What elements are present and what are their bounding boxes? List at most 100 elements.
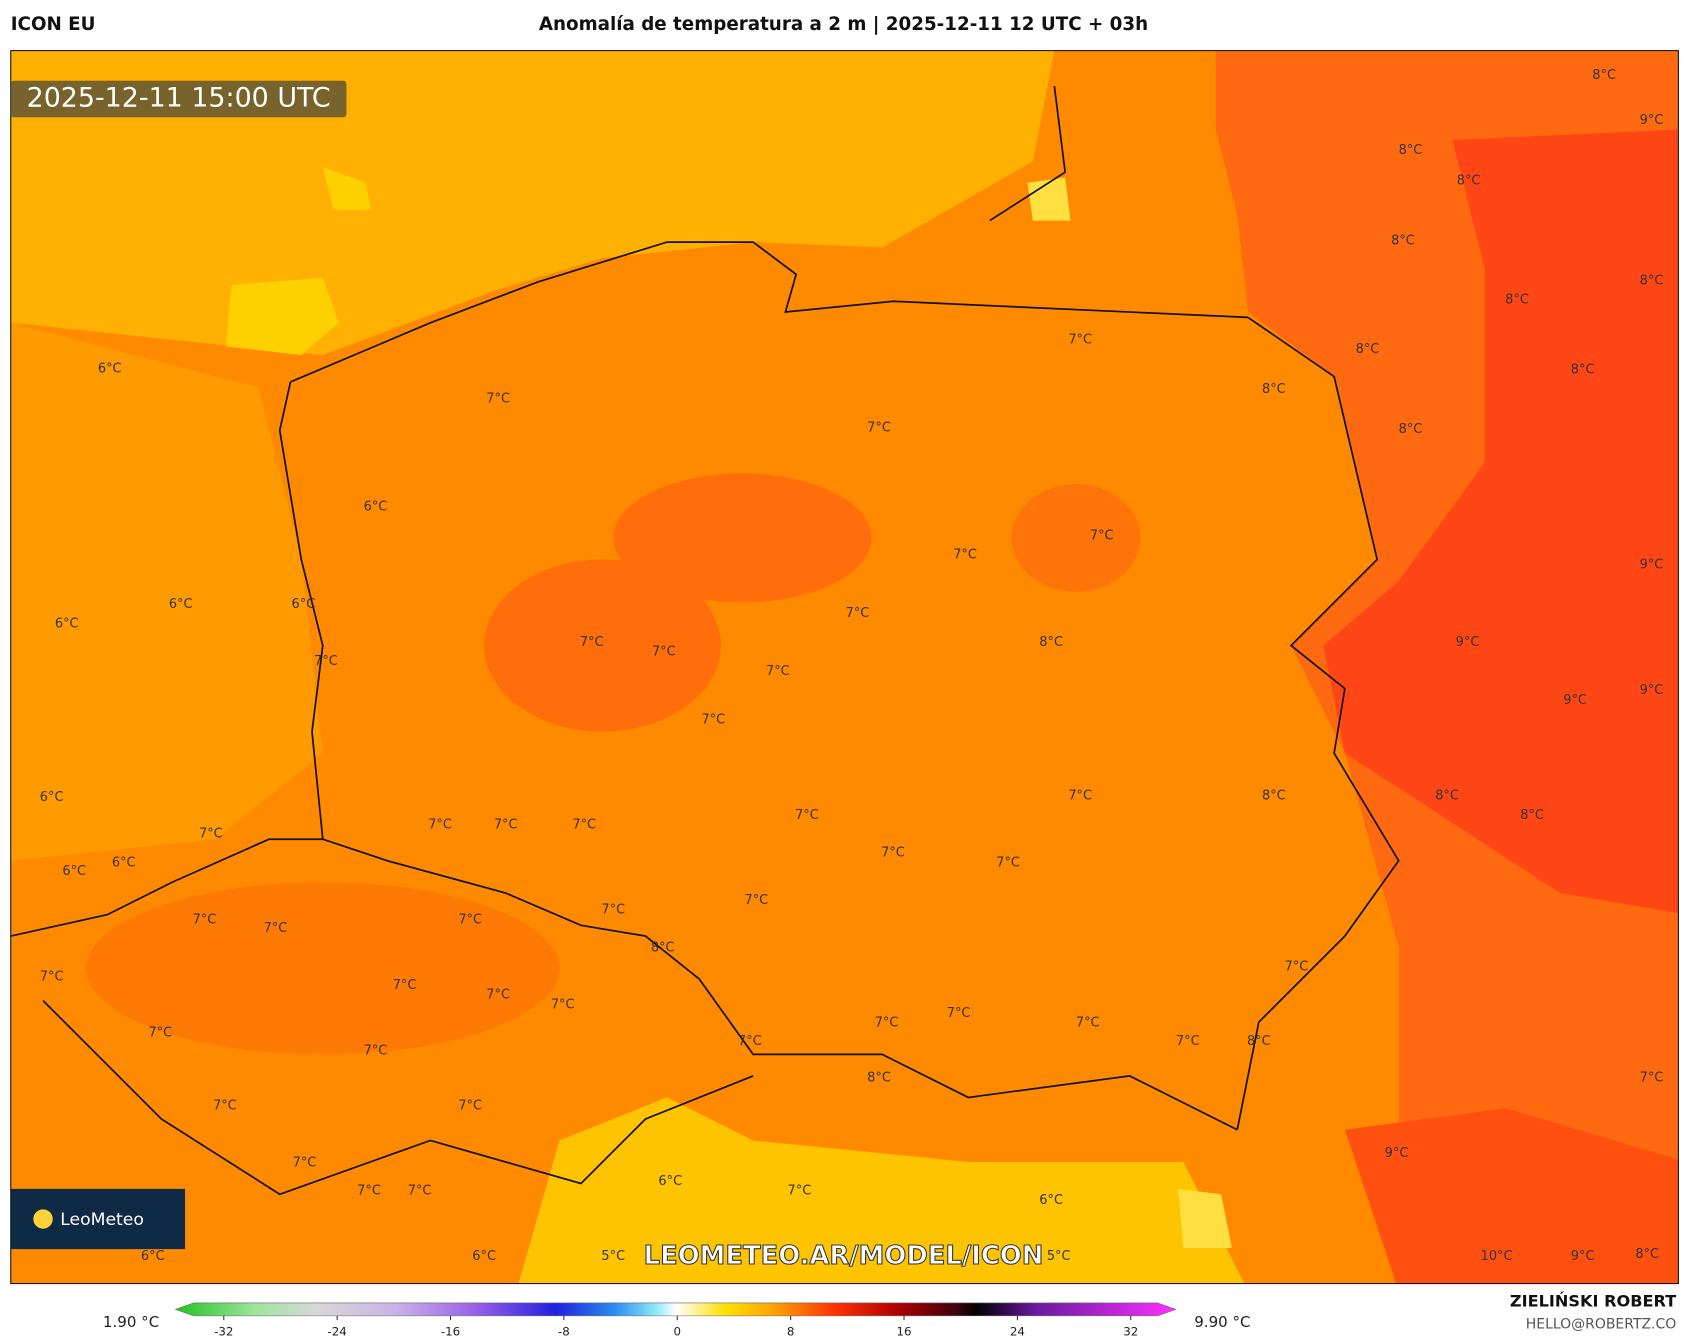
warm-blob <box>86 882 560 1055</box>
temperature-label: 7°C <box>428 818 452 833</box>
cool-blob <box>1178 1188 1232 1249</box>
temperature-label: 5°C <box>601 1249 625 1264</box>
colorbar-tick-label: 16 <box>896 1324 911 1338</box>
temperature-label: 8°C <box>1391 234 1415 249</box>
colorbar-tick-label: 32 <box>1123 1324 1138 1338</box>
temperature-label: 10°C <box>1481 1249 1513 1264</box>
temperature-label: 6°C <box>62 864 86 879</box>
temperature-label: 7°C <box>264 921 288 936</box>
temperature-label: 7°C <box>458 912 482 927</box>
temperature-label: 7°C <box>1090 528 1114 543</box>
temperature-label: 6°C <box>169 597 193 612</box>
temperature-label: 7°C <box>293 1156 317 1171</box>
warm-blob <box>1011 484 1141 592</box>
hot-area <box>1323 129 1679 914</box>
temperature-label: 5°C <box>1047 1249 1071 1264</box>
temperature-label: 6°C <box>55 617 79 632</box>
temperature-label: 9°C <box>1563 693 1587 708</box>
colorbar-tick-label: -8 <box>558 1324 570 1338</box>
temperature-label: 7°C <box>953 548 977 563</box>
map: 6°C 7°C 7°C 8°C 8°C 8°C 8°C 9°C 8°C 8°C 8°C 8°C 8°C 8… <box>10 50 1679 1284</box>
temperature-label: 7°C <box>1076 1016 1100 1031</box>
temperature-label: 7°C <box>601 903 625 918</box>
temperature-label: 9°C <box>1456 635 1480 650</box>
temperature-label: 6°C <box>40 790 64 805</box>
colorbar-tick-label: 24 <box>1010 1324 1025 1338</box>
temperature-label: 7°C <box>357 1184 381 1199</box>
contact: HELLO@ROBERTZ.CO <box>1526 1316 1676 1332</box>
temperature-label: 7°C <box>875 1016 899 1031</box>
temperature-label: 6°C <box>1039 1193 1063 1208</box>
temperature-label: 7°C <box>846 606 870 621</box>
colorbar-min: 1.90 °C <box>103 1313 159 1331</box>
warm-blob <box>484 559 721 732</box>
temperature-label: 7°C <box>494 818 518 833</box>
temperature-label: 7°C <box>738 1034 762 1049</box>
cool-area <box>518 1097 1245 1284</box>
colorbar-tick-label: -24 <box>327 1324 346 1338</box>
temperature-label: 6°C <box>141 1249 165 1264</box>
temperature-label: 7°C <box>1640 1071 1664 1086</box>
temperature-label: 8°C <box>1399 143 1423 158</box>
map-frame <box>10 50 1679 1285</box>
border-line <box>322 838 1238 1131</box>
colorbar-tick-label: 8 <box>787 1324 795 1338</box>
temperature-label: 8°C <box>1399 422 1423 437</box>
temperature-label: 7°C <box>795 808 819 823</box>
border-line <box>1236 316 1400 1130</box>
temperature-label: 7°C <box>701 712 725 727</box>
logo-text: LeoMeteo <box>60 1210 144 1230</box>
temperature-label: 8°C <box>1457 173 1481 188</box>
temperature-label: 8°C <box>1262 382 1286 397</box>
temperature-label: 8°C <box>1262 789 1286 804</box>
temperature-label: 6°C <box>98 362 122 377</box>
temperature-label: 7°C <box>745 893 769 908</box>
temperature-label: 7°C <box>881 846 905 861</box>
temperature-label: 7°C <box>393 978 417 993</box>
temperature-label: 6°C <box>292 597 316 612</box>
temperature-label: 8°C <box>1039 635 1063 650</box>
coastline <box>290 241 1249 383</box>
temperature-label: 7°C <box>766 664 790 679</box>
model-name: ICON EU <box>11 14 96 35</box>
temperature-label: 9°C <box>1640 683 1664 698</box>
warm-blob <box>322 166 372 210</box>
temperature-label: 7°C <box>1068 333 1092 348</box>
temperature-label: 7°C <box>486 392 510 407</box>
temperature-label: 7°C <box>364 1044 388 1059</box>
hot-area <box>1344 1108 1679 1284</box>
map-title: Anomalía de temperatura a 2 m | 2025-12-… <box>539 14 1148 35</box>
temperature-label: 9°C <box>1571 1249 1595 1264</box>
temperature-label: 8°C <box>1505 293 1529 308</box>
coastline <box>989 85 1067 222</box>
temperature-label: 8°C <box>1435 789 1459 804</box>
temperature-label: 7°C <box>572 818 596 833</box>
temperature-label: 8°C <box>1520 808 1544 823</box>
valid-time: 2025-12-11 15:00 UTC <box>27 83 331 114</box>
temperature-label: 8°C <box>867 1071 891 1086</box>
time-box <box>10 80 347 118</box>
border-line <box>42 999 754 1196</box>
temperature-label: 6°C <box>364 499 388 514</box>
temperature-label: 7°C <box>867 421 891 436</box>
border-line <box>278 381 324 840</box>
temperature-label: 7°C <box>314 654 338 669</box>
border-line <box>10 838 323 937</box>
logo-sun <box>33 1209 53 1229</box>
temperature-label: 6°C <box>472 1249 496 1264</box>
temperature-label: 7°C <box>193 912 217 927</box>
temperature-label: 7°C <box>408 1184 432 1199</box>
temperature-label: 7°C <box>1176 1034 1200 1049</box>
colorbar-tick-label: -32 <box>214 1324 233 1338</box>
cool-blob <box>1027 177 1071 221</box>
temperature-label: 8°C <box>1592 68 1616 83</box>
temperature-label: 7°C <box>148 1025 172 1040</box>
temperature-label: 9°C <box>1640 113 1664 128</box>
temperature-label: 7°C <box>652 645 676 660</box>
colorbar-tick-label: 0 <box>674 1324 682 1338</box>
temperature-label: 6°C <box>658 1174 682 1189</box>
warm-blob <box>225 277 339 356</box>
temperature-label: 7°C <box>947 1006 971 1021</box>
